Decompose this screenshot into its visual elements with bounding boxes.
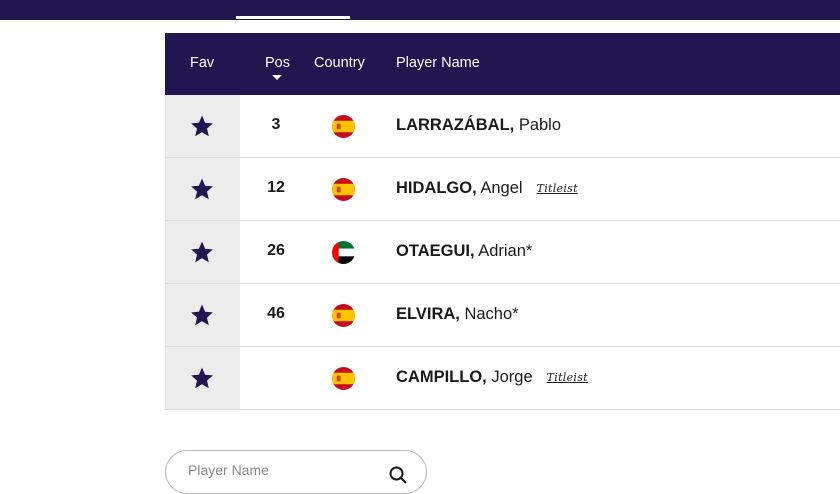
header-fav: Fav — [190, 55, 215, 71]
position: 12 — [267, 179, 285, 196]
header-pos[interactable]: Pos — [265, 55, 290, 71]
player-last-name: OTAEGUI, — [396, 242, 475, 260]
table-row[interactable]: 3 LARRAZÁBAL, Pablo — [165, 95, 840, 158]
player-name[interactable]: HIDALGO, Angel Titleist — [396, 179, 578, 198]
player-search — [165, 450, 427, 494]
player-last-name: ELVIRA, — [396, 305, 460, 323]
player-first-name: Nacho* — [464, 305, 519, 323]
fav-cell — [165, 347, 240, 409]
sort-down-icon[interactable] — [272, 75, 282, 80]
search-icon[interactable] — [388, 465, 408, 485]
fav-cell — [165, 95, 240, 157]
table-row[interactable]: 12 HIDALGO, Angel Titleist — [165, 158, 840, 221]
position: 3 — [271, 116, 281, 133]
player-name[interactable]: CAMPILLO, Jorge Titleist — [396, 368, 588, 387]
position: 46 — [267, 305, 285, 322]
player-first-name: Adrian* — [478, 242, 533, 260]
search-input[interactable] — [186, 461, 380, 479]
fav-cell — [165, 158, 240, 220]
favorite-star-icon[interactable] — [190, 114, 214, 138]
player-name[interactable]: ELVIRA, Nacho* — [396, 305, 519, 324]
player-name[interactable]: LARRAZÁBAL, Pablo — [396, 116, 561, 135]
top-nav-bar — [0, 0, 840, 20]
player-first-name: Angel — [480, 179, 523, 197]
position: 26 — [267, 242, 285, 259]
favorite-star-icon[interactable] — [190, 303, 214, 327]
player-last-name: HIDALGO, — [396, 179, 477, 197]
uae-flag-icon — [332, 241, 355, 264]
player-name[interactable]: OTAEGUI, Adrian* — [396, 242, 532, 261]
leaderboard-table: Fav Pos Country Player Name 3 LARRAZÁBAL… — [165, 33, 840, 410]
favorite-star-icon[interactable] — [190, 366, 214, 390]
sponsor-logo: Titleist — [536, 182, 578, 195]
table-row[interactable]: 46 ELVIRA, Nacho* — [165, 284, 840, 347]
table-row[interactable]: 26 OTAEGUI, Adrian* — [165, 221, 840, 284]
spain-flag-icon — [332, 304, 355, 327]
table-row[interactable]: CAMPILLO, Jorge Titleist — [165, 347, 840, 410]
favorite-star-icon[interactable] — [190, 177, 214, 201]
player-first-name: Pablo — [518, 116, 562, 134]
table-header: Fav Pos Country Player Name — [165, 33, 840, 95]
header-country: Country — [314, 55, 365, 71]
fav-cell — [165, 284, 240, 346]
player-last-name: LARRAZÁBAL, — [396, 116, 515, 134]
player-first-name: Jorge — [491, 368, 533, 386]
header-player-name: Player Name — [396, 55, 480, 71]
spain-flag-icon — [332, 367, 355, 390]
spain-flag-icon — [332, 115, 355, 138]
fav-cell — [165, 221, 240, 283]
sponsor-logo: Titleist — [546, 371, 588, 384]
favorite-star-icon[interactable] — [190, 240, 214, 264]
active-tab-indicator — [236, 16, 350, 19]
player-last-name: CAMPILLO, — [396, 368, 487, 386]
spain-flag-icon — [332, 178, 355, 201]
